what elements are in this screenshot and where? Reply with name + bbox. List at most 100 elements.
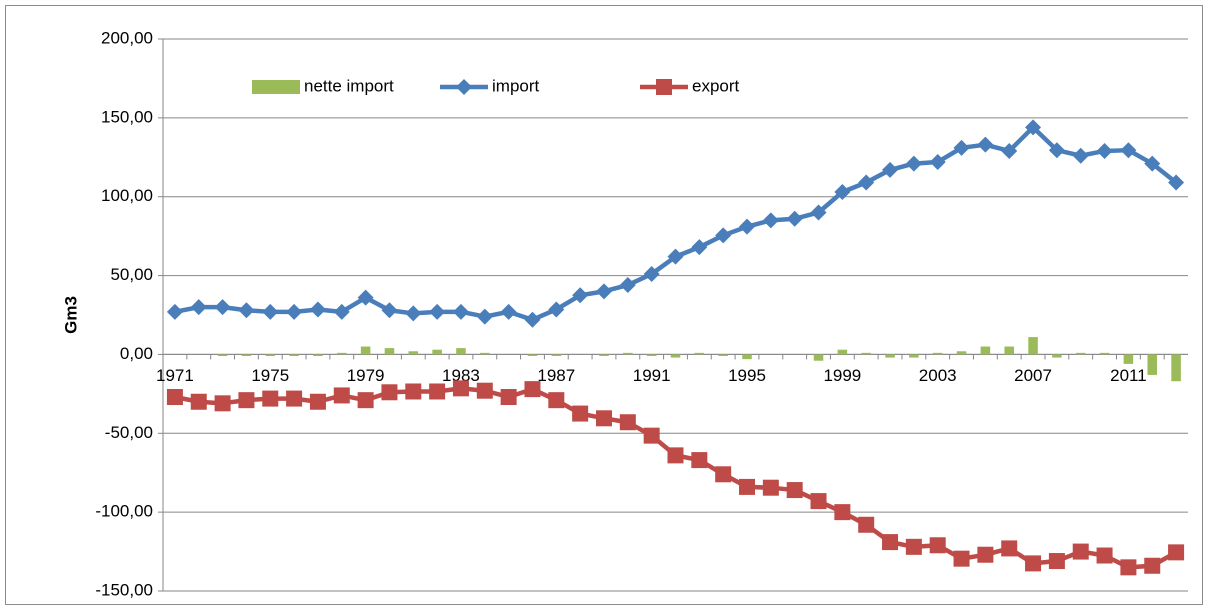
marker [643, 265, 660, 282]
x-tick-label: 2007 [1014, 366, 1052, 385]
y-axis-label: Gm3 [61, 296, 80, 334]
legend-label: import [492, 76, 540, 95]
bar [646, 354, 657, 357]
marker [214, 395, 231, 412]
marker [357, 289, 374, 306]
marker [905, 538, 922, 555]
marker [476, 382, 493, 399]
legend-marker [656, 79, 672, 95]
bar [408, 351, 419, 355]
marker [691, 452, 708, 469]
marker [882, 534, 899, 551]
marker [429, 303, 446, 320]
marker [1001, 142, 1018, 159]
bar [980, 346, 991, 355]
marker [262, 390, 279, 407]
bar [885, 354, 895, 358]
marker [286, 303, 303, 320]
marker [572, 405, 589, 422]
bar [265, 354, 276, 357]
bar [384, 348, 395, 355]
marker [691, 239, 708, 256]
marker [667, 248, 684, 265]
marker [309, 301, 326, 318]
marker [595, 283, 612, 300]
bar [861, 352, 871, 355]
marker [595, 410, 612, 427]
marker [929, 154, 946, 171]
y-tick-label: 50,00 [110, 265, 153, 284]
chart-frame [5, 5, 1203, 605]
legend-swatch [252, 80, 300, 94]
marker [715, 466, 732, 483]
marker [1025, 555, 1042, 572]
legend-marker [456, 79, 472, 95]
marker [452, 380, 469, 397]
marker [166, 389, 183, 406]
marker [548, 392, 565, 409]
marker [381, 384, 398, 401]
marker [1001, 540, 1018, 557]
bar [1147, 354, 1158, 375]
bar [932, 352, 943, 355]
marker [834, 504, 851, 521]
marker [739, 478, 756, 495]
marker [953, 139, 970, 156]
marker [476, 308, 493, 325]
legend-label: export [692, 76, 740, 95]
marker [667, 447, 684, 464]
y-tick-label: 150,00 [101, 107, 153, 126]
bar [1028, 337, 1038, 355]
y-tick-label: -100,00 [95, 502, 153, 521]
bar [313, 354, 323, 357]
bar [1123, 354, 1134, 364]
bar [623, 352, 633, 355]
bar [670, 354, 681, 358]
bar [289, 354, 299, 357]
marker [500, 389, 517, 406]
marker [619, 277, 636, 294]
marker [1144, 557, 1161, 574]
y-tick-label: 100,00 [101, 186, 153, 205]
bar [837, 349, 848, 355]
marker [286, 390, 303, 407]
bar [217, 354, 228, 357]
bar [360, 346, 371, 355]
x-tick-label: 1975 [251, 366, 289, 385]
marker [429, 383, 446, 400]
marker [1168, 174, 1185, 191]
marker [405, 305, 422, 322]
bar [694, 352, 705, 355]
bar [1004, 346, 1014, 355]
bar [1052, 354, 1062, 358]
legend-label: nette import [304, 76, 394, 95]
marker [452, 303, 469, 320]
x-tick-label: 1983 [442, 366, 480, 385]
marker [524, 381, 541, 398]
marker [309, 393, 326, 410]
marker [190, 393, 207, 410]
marker [572, 287, 589, 304]
marker [786, 210, 803, 227]
marker [1048, 553, 1065, 570]
x-tick-label: 1991 [633, 366, 671, 385]
marker [1120, 559, 1137, 576]
x-tick-label: 2003 [919, 366, 957, 385]
marker [166, 303, 183, 320]
x-tick-label: 1987 [537, 366, 575, 385]
marker [1096, 547, 1113, 564]
marker [214, 299, 231, 316]
bar [480, 352, 490, 355]
bar [337, 352, 347, 355]
marker [1120, 142, 1137, 159]
marker [762, 212, 779, 229]
x-tick-label: 1999 [823, 366, 861, 385]
bar [551, 354, 562, 357]
marker [1072, 147, 1089, 164]
y-tick-label: -50,00 [105, 423, 153, 442]
marker [1168, 544, 1185, 561]
marker [333, 387, 350, 404]
bar [742, 354, 752, 360]
marker [953, 550, 970, 567]
